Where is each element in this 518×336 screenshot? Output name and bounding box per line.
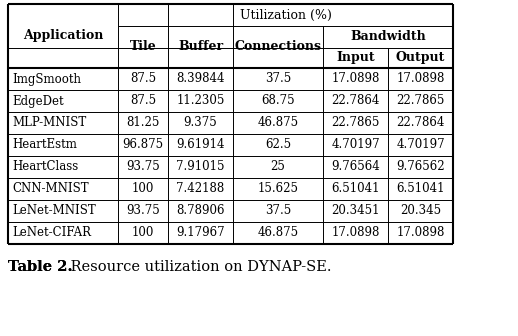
Text: Input: Input: [336, 51, 375, 65]
Text: 9.76562: 9.76562: [396, 161, 445, 173]
Text: 37.5: 37.5: [265, 73, 291, 85]
Text: 20.345: 20.345: [400, 205, 441, 217]
Text: HeartEstm: HeartEstm: [12, 138, 77, 152]
Text: 9.375: 9.375: [183, 117, 218, 129]
Text: 22.7865: 22.7865: [332, 117, 380, 129]
Text: 6.51041: 6.51041: [331, 182, 380, 196]
Text: 17.0898: 17.0898: [396, 73, 444, 85]
Text: Bandwidth: Bandwidth: [350, 31, 426, 43]
Text: 9.61914: 9.61914: [176, 138, 225, 152]
Text: 87.5: 87.5: [130, 73, 156, 85]
Text: 62.5: 62.5: [265, 138, 291, 152]
Text: Table 2. Resource utilization on DYNAP-SE.: Table 2. Resource utilization on DYNAP-S…: [8, 260, 332, 274]
Text: 37.5: 37.5: [265, 205, 291, 217]
Text: 17.0898: 17.0898: [332, 73, 380, 85]
Text: Buffer: Buffer: [178, 41, 223, 53]
Text: 6.51041: 6.51041: [396, 182, 445, 196]
Text: ImgSmooth: ImgSmooth: [12, 73, 81, 85]
Text: 17.0898: 17.0898: [332, 226, 380, 240]
Text: 46.875: 46.875: [257, 226, 298, 240]
Text: 17.0898: 17.0898: [396, 226, 444, 240]
Text: EdgeDet: EdgeDet: [12, 94, 64, 108]
Text: 22.7864: 22.7864: [332, 94, 380, 108]
Text: 81.25: 81.25: [126, 117, 160, 129]
Text: 100: 100: [132, 182, 154, 196]
Text: Utilization (%): Utilization (%): [239, 8, 332, 22]
Text: 8.78906: 8.78906: [176, 205, 225, 217]
Text: Table 2.: Table 2.: [8, 260, 73, 274]
Text: MLP-MNIST: MLP-MNIST: [12, 117, 87, 129]
Text: LeNet-MNIST: LeNet-MNIST: [12, 205, 96, 217]
Text: HeartClass: HeartClass: [12, 161, 78, 173]
Text: 25: 25: [270, 161, 285, 173]
Text: 96.875: 96.875: [122, 138, 164, 152]
Text: 87.5: 87.5: [130, 94, 156, 108]
Text: 93.75: 93.75: [126, 205, 160, 217]
Text: Output: Output: [396, 51, 445, 65]
Text: 9.76564: 9.76564: [331, 161, 380, 173]
Text: Application: Application: [23, 30, 103, 42]
Text: CNN-MNIST: CNN-MNIST: [12, 182, 89, 196]
Text: 100: 100: [132, 226, 154, 240]
Text: 4.70197: 4.70197: [331, 138, 380, 152]
Text: Tile: Tile: [130, 41, 156, 53]
Text: Connections: Connections: [235, 41, 322, 53]
Text: 7.42188: 7.42188: [176, 182, 225, 196]
Text: 22.7865: 22.7865: [396, 94, 444, 108]
Text: 15.625: 15.625: [257, 182, 298, 196]
Text: 68.75: 68.75: [261, 94, 295, 108]
Text: 46.875: 46.875: [257, 117, 298, 129]
Text: 4.70197: 4.70197: [396, 138, 445, 152]
Text: 7.91015: 7.91015: [176, 161, 225, 173]
Text: Table 2.: Table 2.: [8, 260, 73, 274]
Text: 93.75: 93.75: [126, 161, 160, 173]
Text: 20.3451: 20.3451: [331, 205, 380, 217]
Text: 9.17967: 9.17967: [176, 226, 225, 240]
Text: 22.7864: 22.7864: [396, 117, 444, 129]
Text: Resource utilization on DYNAP-SE.: Resource utilization on DYNAP-SE.: [66, 260, 332, 274]
Text: 11.2305: 11.2305: [176, 94, 225, 108]
Text: LeNet-CIFAR: LeNet-CIFAR: [12, 226, 91, 240]
Text: 8.39844: 8.39844: [176, 73, 225, 85]
